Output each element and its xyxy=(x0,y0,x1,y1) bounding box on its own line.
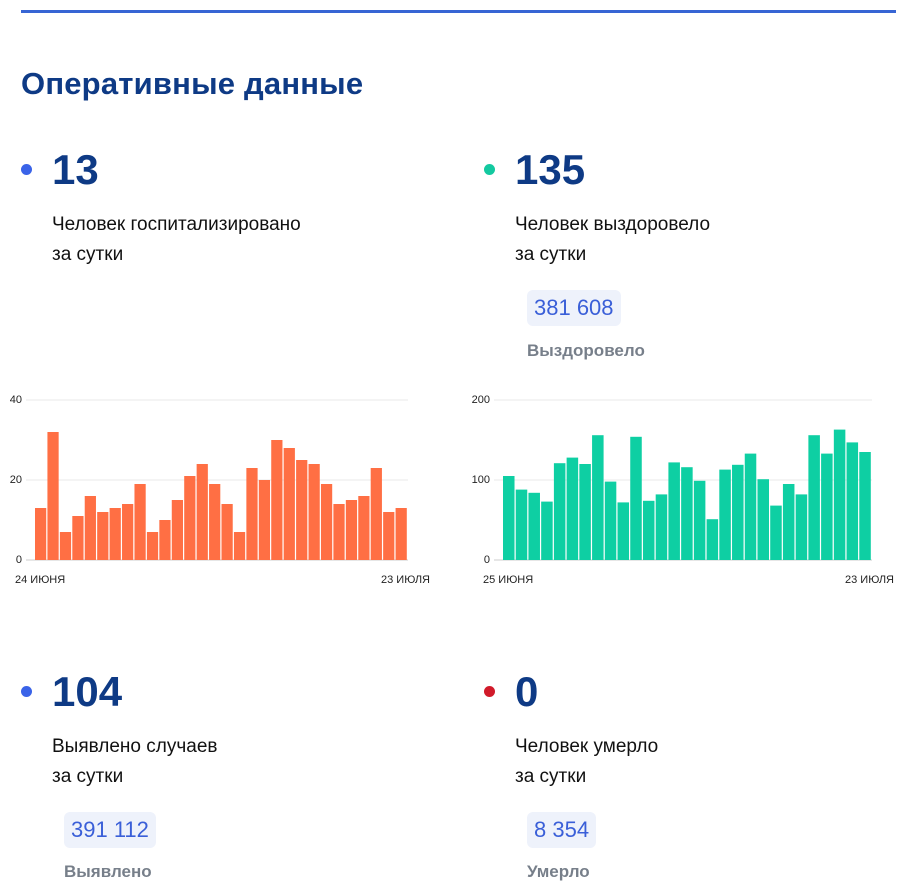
bar xyxy=(503,476,515,560)
bar xyxy=(846,442,859,560)
recovered-count: 135 xyxy=(515,146,586,193)
bar xyxy=(744,453,757,560)
bar xyxy=(184,476,196,560)
bar xyxy=(196,464,208,560)
bar xyxy=(833,429,846,560)
deaths-line2: за сутки xyxy=(515,766,587,787)
bar xyxy=(35,508,47,560)
bar xyxy=(171,500,183,560)
bar xyxy=(681,467,693,560)
top-accent-line xyxy=(21,10,896,13)
bar xyxy=(706,519,719,560)
deaths-count: 0 xyxy=(515,668,539,715)
deaths-total-badge: 8 354 xyxy=(527,812,597,848)
recovered-line2: за сутки xyxy=(515,244,587,265)
cases-total-label: Выявлено xyxy=(64,862,152,881)
bar xyxy=(592,435,604,560)
bar xyxy=(395,508,407,560)
x-start-label: 24 ИЮНЯ xyxy=(15,574,65,586)
blue-dot-icon xyxy=(21,164,32,175)
cases-line2: за сутки xyxy=(52,766,124,787)
bar xyxy=(668,462,680,560)
bar xyxy=(47,432,59,560)
bar xyxy=(283,448,295,560)
hospitalized-count: 13 xyxy=(52,146,99,193)
green-dot-icon xyxy=(484,164,495,175)
bar xyxy=(258,480,271,560)
bar xyxy=(604,481,617,560)
bar xyxy=(271,440,283,560)
bar xyxy=(553,463,566,560)
hospitalized-bar-chart: 0 20 40 24 ИЮНЯ 23 ИЮЛЯ xyxy=(10,394,430,586)
bar xyxy=(566,457,579,560)
bar xyxy=(808,435,820,560)
bar xyxy=(515,489,528,560)
bar xyxy=(782,484,795,560)
x-end-label: 23 ИЮЛЯ xyxy=(381,574,430,586)
bar xyxy=(134,484,146,560)
bar xyxy=(821,453,833,560)
bar xyxy=(246,468,258,560)
bar xyxy=(209,484,221,560)
recovered-description: Человек выздоровело за сутки xyxy=(515,210,710,270)
bar xyxy=(122,504,134,560)
bar xyxy=(84,496,96,560)
bar xyxy=(630,436,642,560)
bar xyxy=(732,464,744,560)
bar xyxy=(308,464,320,560)
bar xyxy=(693,480,706,560)
bar xyxy=(859,452,871,560)
cases-count: 104 xyxy=(52,668,123,715)
bar xyxy=(221,504,233,560)
recovered-total-label: Выздоровело xyxy=(527,341,645,360)
hospitalized-line2: за сутки xyxy=(52,244,124,265)
bar xyxy=(296,460,308,560)
bar xyxy=(345,500,358,560)
bar xyxy=(541,501,553,560)
deaths-description: Человек умерло за сутки xyxy=(515,732,658,792)
page-title: Оперативные данные xyxy=(21,66,364,101)
bar xyxy=(358,496,370,560)
bar xyxy=(617,502,630,560)
bar xyxy=(59,532,72,560)
bar xyxy=(370,468,382,560)
bar xyxy=(320,484,333,560)
hospitalized-description: Человек госпитализировано за сутки xyxy=(52,210,301,270)
bar xyxy=(97,512,109,560)
deaths-total-label: Умерло xyxy=(527,862,590,881)
y-tick-label: 0 xyxy=(16,554,22,566)
y-tick-label: 200 xyxy=(472,394,490,406)
recovered-line1: Человек выздоровело xyxy=(515,214,711,235)
red-dot-icon xyxy=(484,686,495,697)
blue-dot-icon xyxy=(21,686,32,697)
bar xyxy=(770,505,782,560)
x-end-label: 23 ИЮЛЯ xyxy=(845,574,894,586)
y-tick-label: 40 xyxy=(10,394,22,406)
bar xyxy=(579,464,591,560)
bar xyxy=(333,504,345,560)
bar xyxy=(757,479,769,560)
bar xyxy=(383,512,395,560)
bar xyxy=(109,508,121,560)
recovered-bar-chart: 0 100 200 25 ИЮНЯ 23 ИЮЛЯ xyxy=(472,394,894,586)
bar xyxy=(146,532,159,560)
bar xyxy=(642,500,655,560)
y-tick-label: 100 xyxy=(472,474,490,486)
bar xyxy=(233,532,246,560)
cases-description: Выявлено случаев за сутки xyxy=(52,732,217,792)
y-tick-label: 0 xyxy=(484,554,490,566)
x-start-label: 25 ИЮНЯ xyxy=(483,574,533,586)
bar xyxy=(719,469,731,560)
bar xyxy=(528,492,540,560)
bar xyxy=(795,494,808,560)
bar xyxy=(159,520,171,560)
hospitalized-line1: Человек госпитализировано xyxy=(52,214,301,235)
cases-total-badge: 391 112 xyxy=(64,812,156,848)
cases-line1: Выявлено случаев xyxy=(52,736,218,757)
bar xyxy=(655,494,668,560)
recovered-total-badge: 381 608 xyxy=(527,290,621,326)
deaths-line1: Человек умерло xyxy=(515,736,659,757)
bar xyxy=(72,516,84,560)
y-tick-label: 20 xyxy=(10,474,22,486)
